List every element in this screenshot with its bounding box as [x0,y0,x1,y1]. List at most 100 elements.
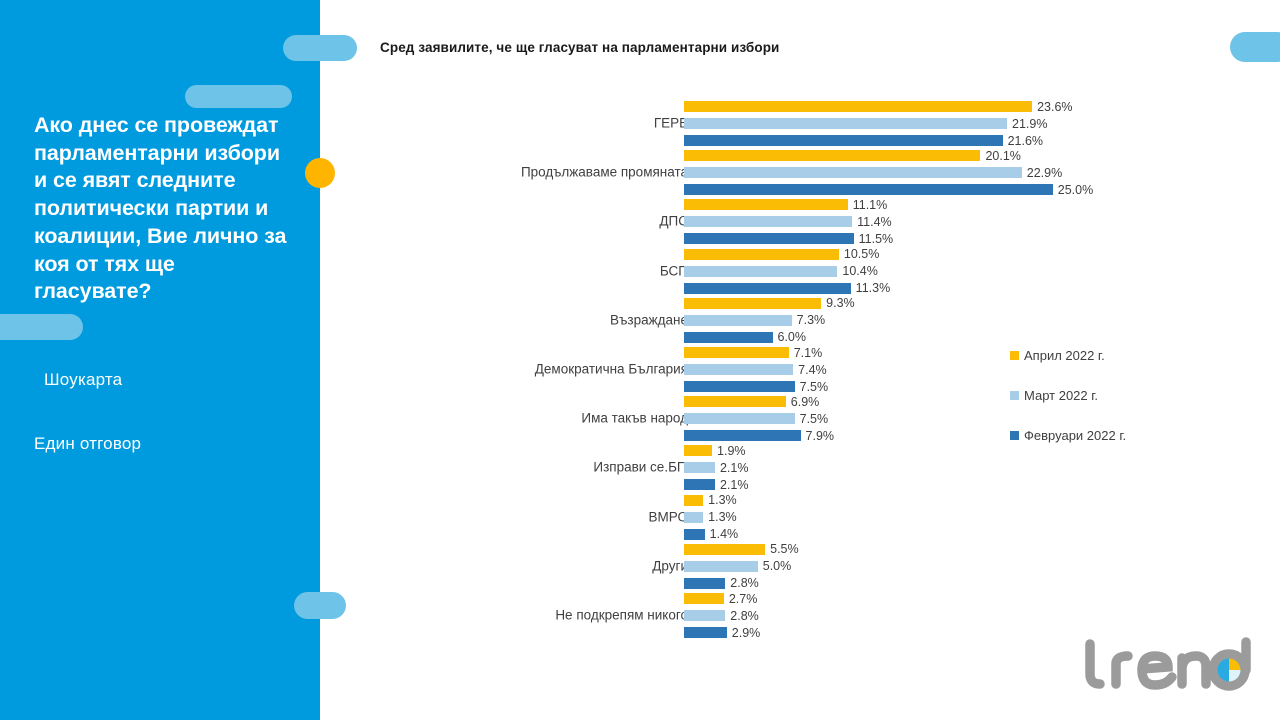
bar-value-label: 11.4% [857,214,892,229]
bar-value-label: 11.1% [852,197,888,212]
category-label: БСП [659,263,688,279]
bar-row: 2.8% [684,576,799,590]
bar-group: ВМРО 1.3% 1.3% 1.4% [380,493,1260,542]
bar-row: 2.9% [684,626,760,640]
bar-value-label: 11.5% [858,231,894,246]
bar-segment [684,430,801,442]
category-label: Изправи се.БГ! [593,459,688,475]
bar-segment [684,577,726,589]
legend-label: Април 2022 г. [1024,347,1105,363]
bar-segment [684,479,715,491]
bar-row: 2.1% [684,478,748,492]
bar-value-label: 23.6% [1037,99,1073,114]
trend-logo [1078,636,1258,698]
bar-row: 7.3% [684,313,855,328]
bar-segment [684,396,786,408]
legend-item[interactable]: Април 2022 г. [1010,345,1126,365]
bar-value-label: 22.9% [1026,165,1063,180]
decorative-pill-top-inner [185,85,292,108]
bar-row: 10.5% [684,247,890,262]
bar-group: Демократична България 7.1% 7.4% 7.5% [380,345,1260,394]
bar-value-label: 20.1% [985,148,1021,163]
bar-segment [684,593,724,604]
bar-row: 6.0% [684,330,855,344]
bar-group: Продължаваме промяната 20.1% 22.9% 25.0% [380,148,1260,197]
bar-value-label: 11.3% [855,281,891,296]
bar-row: 2.8% [684,608,760,623]
bar-segment [684,118,1008,129]
bar-row: 11.3% [684,281,891,296]
bar-stack: 23.6% 21.9% 21.6% [684,99,1073,148]
category-label: Демократична България [534,361,688,377]
bar-stack: 11.1% 11.4% 11.5% [684,197,894,246]
bar-segment [684,560,758,572]
bar-value-label: 2.8% [730,608,759,623]
category-label: ДПС [659,213,688,229]
bar-value-label: 7.5% [799,379,829,394]
bar-segment [684,135,1003,146]
bar-value-label: 7.1% [793,345,823,360]
bar-row: 21.6% [684,134,1073,148]
bar-row: 25.0% [684,182,1094,197]
bar-segment [684,627,727,638]
bar-group: Възраждане 9.3% 7.3% 6.0% [380,296,1260,344]
bar-group: Други 5.5% 5.0% 2.8% [380,542,1260,590]
bar-stack: 20.1% 22.9% 25.0% [684,148,1094,197]
bar-row: 11.4% [684,214,893,229]
bar-value-label: 2.1% [719,460,749,475]
bar-row: 1.4% [684,527,739,542]
bar-group: Има такъв народ 6.9% 7.5% 7.9% [380,394,1260,443]
bar-value-label: 2.7% [728,591,758,606]
bar-segment [684,413,795,425]
sidebar-question-text: Ако днес се провеждат парламентарни избо… [34,113,287,304]
bar-row: 10.4% [684,264,890,279]
bar-segment [684,462,715,474]
bar-row: 21.9% [684,117,1073,131]
decorative-pill-bottom-edge [294,592,346,619]
category-label: Продължаваме промяната [520,164,688,180]
bar-segment [684,199,848,211]
bar-segment [684,248,839,260]
bar-value-label: 1.9% [717,443,746,458]
bar-row: 11.1% [684,197,893,212]
bar-row: 7.5% [684,379,829,394]
bar-segment [684,511,704,523]
bar-value-label: 1.4% [709,527,739,542]
bar-row: 1.3% [684,493,738,507]
bar-row: 6.9% [684,394,834,409]
bar-group: ДПС 11.1% 11.4% 11.5% [380,197,1260,246]
bar-stack: 2.7% 2.8% 2.9% [684,591,760,640]
bar-stack: 5.5% 5.0% 2.8% [684,542,799,590]
legend-item[interactable]: Март 2022 г. [1010,385,1126,405]
category-label: Възраждане [609,312,688,328]
legend-item[interactable]: Февруари 2022 г. [1010,425,1126,445]
sidebar-panel [0,0,320,720]
bar-row: 20.1% [684,148,1093,163]
bar-value-label: 25.0% [1057,182,1094,197]
bar-value-label: 6.9% [790,394,820,409]
bar-group: БСП 10.5% 10.4% 11.3% [380,247,1260,296]
bar-row: 2.7% [684,591,760,606]
bar-row: 23.6% [684,99,1073,114]
sidebar-showcard-label: Шоукарта [44,370,123,389]
bar-segment [684,314,792,326]
bar-value-label: 5.5% [770,542,799,557]
bar-segment [684,233,854,245]
bar-value-label: 7.9% [805,428,835,443]
bar-segment [684,184,1053,196]
bar-row: 9.3% [684,296,855,311]
bar-stack: 6.9% 7.5% 7.9% [684,394,835,443]
chart-title: Сред заявилите, че ще гласуват на парлам… [380,40,780,55]
decorative-pill-right-edge [1230,32,1280,62]
bar-value-label: 10.4% [842,264,878,279]
bar-value-label: 7.3% [796,313,826,328]
bar-value-label: 10.5% [843,247,880,262]
decorative-pill-left-edge [0,314,83,340]
bar-row: 22.9% [684,165,1093,180]
bar-value-label: 9.3% [826,296,855,311]
bar-stack: 10.5% 10.4% 11.3% [684,247,891,296]
bar-segment [684,381,795,392]
category-label: ВМРО [648,509,688,525]
bar-row: 1.3% [684,510,738,524]
